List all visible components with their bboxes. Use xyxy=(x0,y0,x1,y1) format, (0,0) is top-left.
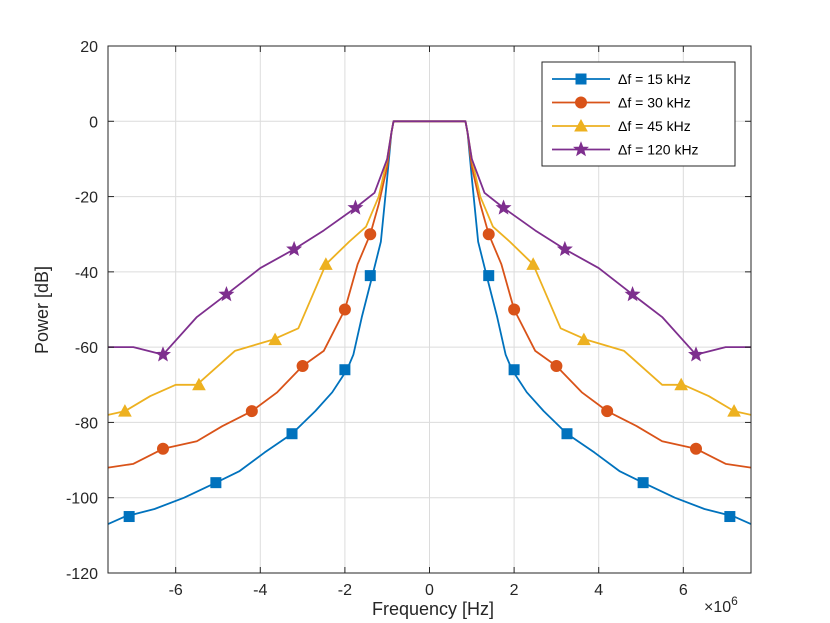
series-marker xyxy=(526,257,540,270)
series-marker xyxy=(286,428,298,440)
legend-entry: Δf = 30 kHz xyxy=(552,95,691,111)
series-marker xyxy=(155,346,171,362)
series-marker xyxy=(508,303,521,316)
series-marker xyxy=(123,511,135,523)
x-multiplier-exponent: 6 xyxy=(731,594,738,608)
series-marker xyxy=(192,377,206,391)
x-tick-label: -4 xyxy=(253,582,267,599)
series-marker xyxy=(674,377,689,391)
series-marker xyxy=(637,477,649,489)
series-marker xyxy=(347,199,364,215)
y-tick-label: -80 xyxy=(75,415,98,432)
y-tick-label: -40 xyxy=(75,265,98,282)
x-tick-label: 6 xyxy=(679,582,688,599)
series-marker xyxy=(624,286,641,302)
x-tick-label: -6 xyxy=(169,582,183,599)
series-marker xyxy=(556,240,573,257)
series-marker xyxy=(364,228,377,241)
legend-entry: Δf = 120 kHz xyxy=(552,141,699,158)
y-tick-label: -100 xyxy=(66,491,98,508)
x-multiplier: ×106 xyxy=(704,594,738,616)
series-marker xyxy=(508,364,520,376)
series-marker xyxy=(601,405,614,418)
series-line xyxy=(108,120,751,356)
x-tick-label: 2 xyxy=(510,582,519,599)
y-tick-label: -60 xyxy=(75,340,98,357)
legend-label: Δf = 120 kHz xyxy=(618,142,699,158)
series-marker xyxy=(690,442,703,455)
series-1 xyxy=(108,120,751,469)
series-marker xyxy=(118,404,132,417)
y-tick-label: 0 xyxy=(89,114,98,131)
legend-marker xyxy=(574,118,588,132)
x-tick-label: -2 xyxy=(338,582,352,599)
ticks-layer xyxy=(108,45,751,574)
y-axis-label: Power [dB] xyxy=(32,266,52,354)
series-marker xyxy=(156,442,169,455)
legend-items: Δf = 15 kHz Δf = 30 kHz Δf = 45 kHz Δf = 12… xyxy=(552,71,699,158)
x-tick-label: 4 xyxy=(594,582,603,599)
series-marker xyxy=(727,404,741,417)
x-tick-labels: -6 -4 -2 0 2 4 6 xyxy=(169,582,688,599)
legend-marker xyxy=(575,73,587,85)
series-marker xyxy=(482,228,495,241)
series-marker xyxy=(495,199,512,215)
legend-entry: Δf = 15 kHz xyxy=(552,71,691,87)
series-marker xyxy=(577,332,591,346)
legend-label: Δf = 15 kHz xyxy=(618,71,691,87)
series-marker xyxy=(319,257,333,270)
series-marker xyxy=(268,332,282,346)
series-marker xyxy=(364,270,376,282)
series-marker xyxy=(550,359,563,372)
series-3 xyxy=(108,120,751,362)
legend-label: Δf = 30 kHz xyxy=(618,95,691,111)
series-marker xyxy=(245,405,258,418)
legend: Δf = 15 kHz Δf = 30 kHz Δf = 45 kHz Δf = 12… xyxy=(541,61,736,167)
x-tick-label: 0 xyxy=(425,582,434,599)
series-marker xyxy=(210,477,222,489)
series-marker xyxy=(296,359,309,372)
y-tick-label: 20 xyxy=(80,39,98,56)
series-marker xyxy=(724,511,736,523)
series-marker xyxy=(561,428,573,440)
legend-marker xyxy=(573,141,589,157)
series-marker xyxy=(339,364,351,376)
series-marker xyxy=(688,346,704,362)
x-multiplier-base: ×10 xyxy=(704,599,731,616)
series-marker xyxy=(218,286,235,302)
legend-marker xyxy=(575,96,587,109)
y-tick-label: -120 xyxy=(66,566,98,583)
y-tick-labels: -120 -100 -80 -60 -40 -20 0 20 xyxy=(66,39,98,583)
legend-entry: Δf = 45 kHz xyxy=(552,118,691,134)
series-marker xyxy=(338,303,351,316)
y-grid-lines xyxy=(108,120,751,499)
series-marker xyxy=(286,240,303,257)
series-marker xyxy=(483,270,495,282)
x-axis-label: Frequency [Hz] xyxy=(372,599,494,619)
series-layer xyxy=(108,120,751,525)
legend-label: Δf = 45 kHz xyxy=(618,118,691,134)
y-tick-label: -20 xyxy=(75,190,98,207)
